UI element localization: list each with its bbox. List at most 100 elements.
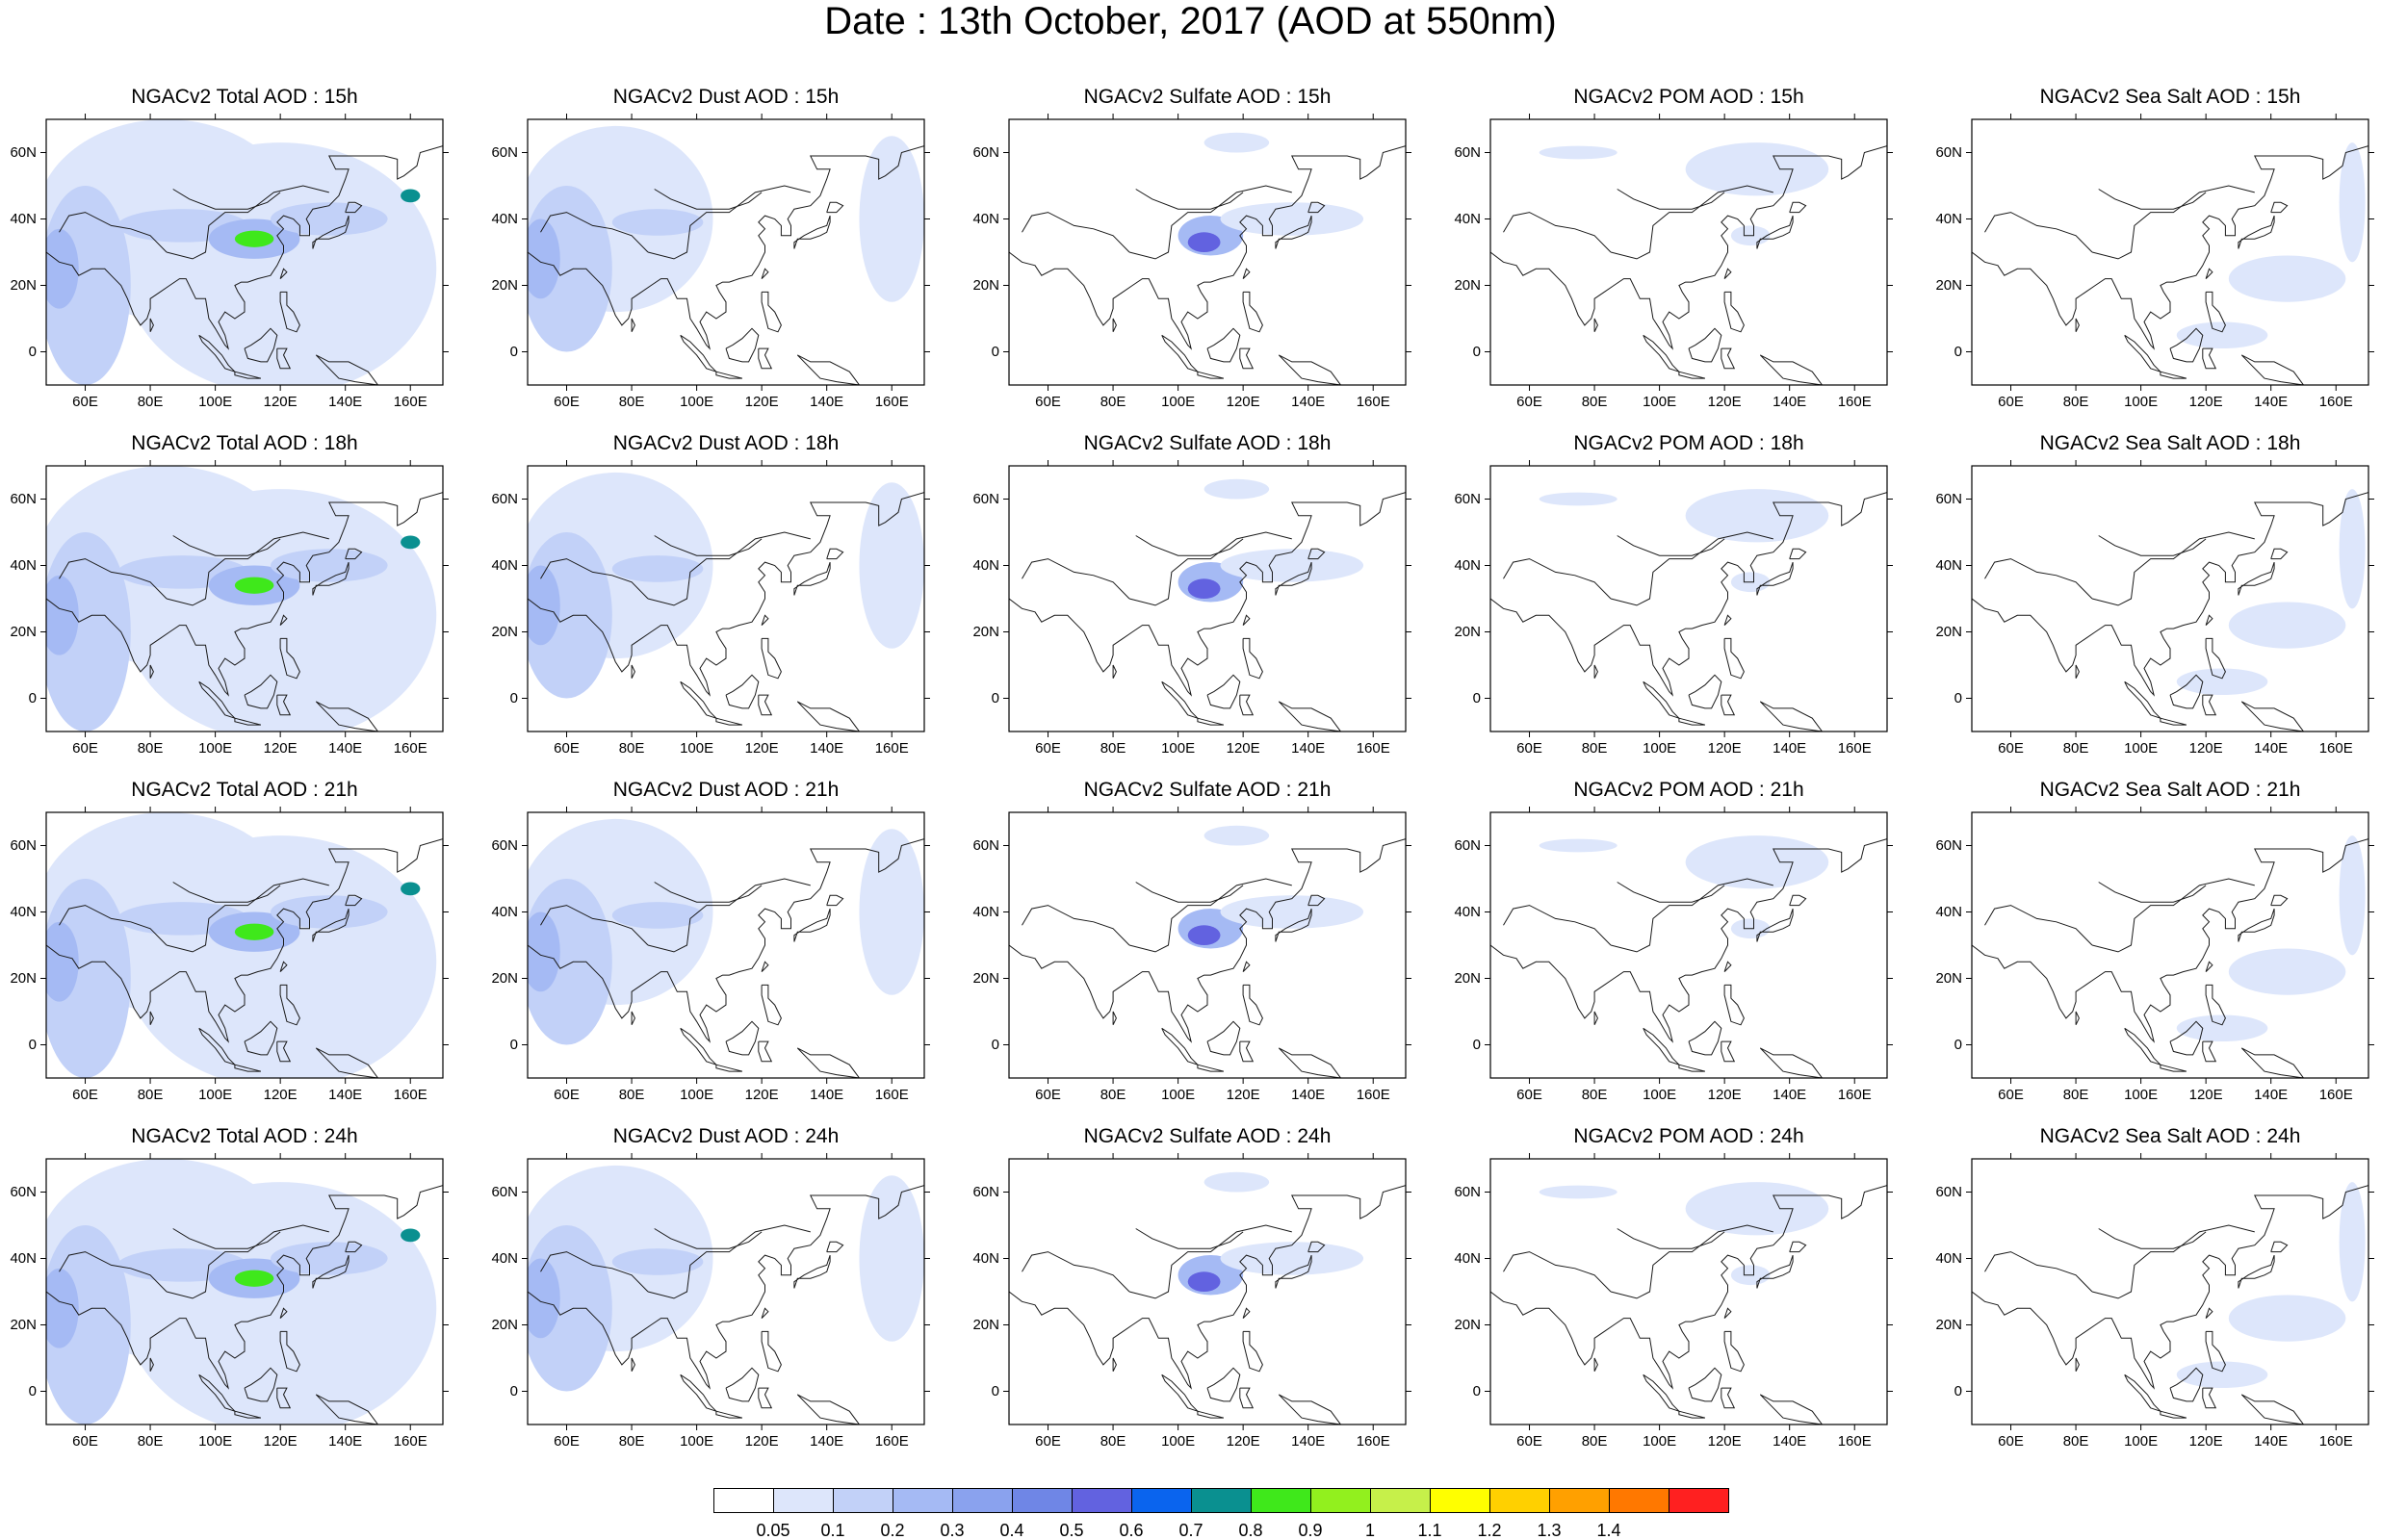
aod-region bbox=[46, 921, 79, 1002]
coastline bbox=[172, 882, 281, 903]
y-tick-label: 20N bbox=[1935, 623, 1962, 640]
coastline bbox=[1128, 878, 1292, 953]
coastline bbox=[631, 1011, 635, 1026]
y-tick-label: 0 bbox=[28, 1382, 37, 1399]
x-tick-label: 60E bbox=[1516, 740, 1542, 757]
y-tick-label: 40N bbox=[1454, 903, 1481, 920]
coastline bbox=[1617, 882, 1725, 903]
coastline bbox=[149, 1357, 154, 1373]
coastline bbox=[1789, 548, 1807, 560]
colorbar-swatch bbox=[893, 1488, 953, 1513]
y-tick-label: 60N bbox=[10, 490, 37, 507]
x-tick-label: 140E bbox=[328, 740, 363, 757]
aod-region bbox=[2339, 1182, 2366, 1302]
coastline bbox=[631, 318, 635, 333]
coastline bbox=[758, 1387, 773, 1409]
coastline bbox=[1593, 1357, 1598, 1373]
coastline bbox=[2124, 1027, 2161, 1065]
plot-frame bbox=[1008, 1158, 1407, 1425]
x-tick-label: 100E bbox=[2124, 1433, 2159, 1450]
coastline bbox=[2205, 614, 2213, 626]
coastline bbox=[244, 327, 278, 363]
x-tick-label: 140E bbox=[328, 394, 363, 410]
panel-title: NGACv2 Total AOD : 24h bbox=[131, 1125, 358, 1147]
y-tick-label: 60N bbox=[972, 836, 999, 854]
x-tick-label: 60E bbox=[554, 394, 580, 410]
panel-title: NGACv2 POM AOD : 18h bbox=[1573, 432, 1804, 454]
aod-region bbox=[2176, 321, 2268, 349]
coastline bbox=[647, 1224, 811, 1299]
aod-region bbox=[1539, 1185, 1618, 1199]
coastline bbox=[1009, 838, 1406, 1043]
coastline bbox=[1723, 614, 1732, 626]
y-tick-label: 0 bbox=[28, 343, 37, 360]
panel-title: NGACv2 Sea Salt AOD : 24h bbox=[2039, 1125, 2301, 1147]
y-tick-label: 0 bbox=[28, 689, 37, 706]
coastline bbox=[312, 561, 349, 596]
coastline bbox=[1503, 558, 1612, 600]
coastline bbox=[1197, 371, 1225, 379]
coastline bbox=[1022, 212, 1130, 253]
coastline bbox=[725, 327, 760, 363]
colorbar-label: 1.1 bbox=[1417, 1521, 1442, 1540]
coastline bbox=[1112, 1011, 1117, 1026]
map-plot bbox=[1485, 114, 1893, 391]
coastline bbox=[761, 637, 782, 680]
plot-frame bbox=[527, 465, 925, 732]
coastline bbox=[793, 561, 831, 596]
x-tick-label: 140E bbox=[1291, 740, 1326, 757]
aod-region bbox=[611, 209, 704, 236]
map-plot bbox=[1966, 1153, 2374, 1430]
coastline bbox=[761, 984, 782, 1026]
x-tick-label: 100E bbox=[1161, 394, 1196, 410]
x-tick-label: 120E bbox=[1226, 1433, 1260, 1450]
coastline bbox=[2238, 215, 2275, 249]
coastline bbox=[826, 1241, 844, 1253]
x-tick-label: 160E bbox=[2318, 740, 2353, 757]
x-tick-label: 120E bbox=[744, 1433, 779, 1450]
coastline bbox=[1135, 882, 1244, 903]
panel-title: NGACv2 Total AOD : 15h bbox=[131, 86, 358, 108]
x-tick-label: 80E bbox=[1100, 394, 1126, 410]
aod-region bbox=[1220, 202, 1364, 236]
x-tick-label: 60E bbox=[1516, 394, 1542, 410]
y-tick-label: 20N bbox=[1454, 623, 1481, 640]
coastline bbox=[1009, 145, 1406, 350]
aod-region bbox=[528, 911, 560, 992]
coastline bbox=[1678, 1064, 1706, 1072]
coastline bbox=[2169, 327, 2204, 363]
coastline bbox=[715, 717, 743, 726]
map-plot bbox=[1003, 1153, 1411, 1430]
x-tick-label: 60E bbox=[1035, 740, 1061, 757]
coastline bbox=[1756, 1254, 1794, 1289]
colorbar-label: 0.7 bbox=[1178, 1521, 1203, 1540]
x-tick-label: 120E bbox=[263, 1087, 298, 1103]
aod-region bbox=[1187, 1271, 1221, 1292]
colorbar-swatch bbox=[1370, 1488, 1431, 1513]
aod-region bbox=[401, 882, 421, 896]
y-tick-label: 60N bbox=[1454, 836, 1481, 854]
y-tick-label: 40N bbox=[972, 556, 999, 574]
aod-region bbox=[46, 1268, 79, 1348]
coastline bbox=[279, 614, 288, 626]
coastline bbox=[2160, 1410, 2187, 1419]
coastline bbox=[1984, 212, 2093, 253]
x-tick-label: 100E bbox=[1643, 740, 1677, 757]
y-tick-label: 20N bbox=[1454, 1316, 1481, 1333]
y-tick-label: 40N bbox=[1935, 556, 1962, 574]
x-tick-label: 60E bbox=[1035, 1087, 1061, 1103]
y-tick-label: 40N bbox=[1935, 903, 1962, 920]
y-tick-label: 60N bbox=[10, 1183, 37, 1200]
coastline bbox=[2091, 531, 2255, 606]
x-tick-label: 100E bbox=[2124, 740, 2159, 757]
x-tick-label: 120E bbox=[1707, 1433, 1742, 1450]
coastline bbox=[312, 908, 349, 942]
plot-frame bbox=[1489, 465, 1888, 732]
x-tick-label: 80E bbox=[1581, 1087, 1608, 1103]
coastline bbox=[654, 1228, 763, 1249]
coastline bbox=[2240, 1394, 2305, 1424]
y-tick-label: 0 bbox=[991, 343, 999, 360]
y-tick-label: 40N bbox=[10, 903, 37, 920]
map-plot bbox=[522, 1153, 930, 1430]
map-plot bbox=[1003, 460, 1411, 737]
